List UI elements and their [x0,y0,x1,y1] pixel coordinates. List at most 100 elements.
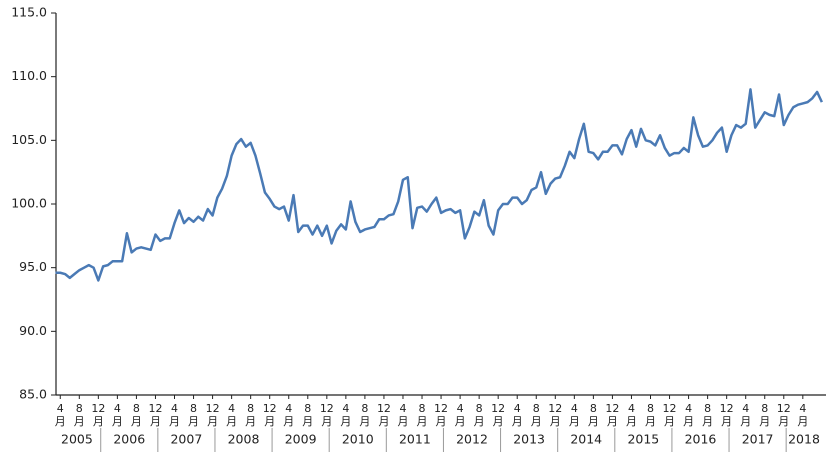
year-label: 2013 [513,432,545,447]
x-tick-label: 12 [548,402,562,415]
x-tick-label: 8 [247,402,254,415]
x-tick-unit: 月 [417,415,428,428]
year-label: 2005 [61,432,93,447]
y-tick-label: 110.0 [11,68,47,83]
x-tick-unit: 月 [55,415,66,428]
x-tick-label: 8 [304,402,311,415]
x-tick-unit: 月 [740,415,751,428]
x-tick-unit: 月 [702,415,713,428]
x-tick-unit: 月 [131,415,142,428]
x-tick-label: 8 [361,402,368,415]
x-tick-label: 8 [704,402,711,415]
x-tick-unit: 月 [436,415,447,428]
x-tick-unit: 月 [188,415,199,428]
x-tick-label: 8 [647,402,654,415]
x-tick-label: 8 [533,402,540,415]
x-tick-unit: 月 [588,415,599,428]
year-label: 2018 [788,432,820,447]
year-label: 2010 [342,432,374,447]
y-tick-label: 90.0 [19,323,47,338]
x-tick-label: 4 [628,402,635,415]
x-tick-unit: 月 [455,415,466,428]
x-tick-unit: 月 [245,415,256,428]
y-tick-label: 100.0 [11,196,47,211]
x-tick-label: 12 [434,402,448,415]
x-tick-unit: 月 [550,415,561,428]
x-tick-unit: 月 [74,415,85,428]
x-tick-unit: 月 [169,415,180,428]
x-tick-unit: 月 [226,415,237,428]
x-tick-label: 4 [228,402,235,415]
x-tick-unit: 月 [607,415,618,428]
x-tick-label: 12 [206,402,220,415]
year-label: 2011 [399,432,431,447]
x-tick-label: 4 [799,402,806,415]
x-tick-unit: 月 [93,415,104,428]
y-tick-label: 105.0 [11,132,47,147]
x-tick-unit: 月 [512,415,523,428]
year-label: 2009 [285,432,317,447]
x-tick-unit: 月 [683,415,694,428]
x-tick-label: 12 [263,402,277,415]
x-tick-label: 12 [777,402,791,415]
x-tick-unit: 月 [150,415,161,428]
x-tick-label: 12 [320,402,334,415]
year-label: 2007 [170,432,202,447]
y-tick-label: 85.0 [19,387,47,402]
x-tick-label: 4 [57,402,64,415]
x-tick-unit: 月 [378,415,389,428]
x-tick-unit: 月 [721,415,732,428]
x-tick-unit: 月 [302,415,313,428]
x-tick-unit: 月 [493,415,504,428]
x-tick-unit: 月 [397,415,408,428]
year-label: 2006 [113,432,145,447]
x-tick-unit: 月 [664,415,675,428]
y-tick-label: 95.0 [19,259,47,274]
x-tick-unit: 月 [569,415,580,428]
x-tick-label: 4 [514,402,521,415]
year-label: 2012 [456,432,488,447]
x-tick-unit: 月 [531,415,542,428]
x-tick-unit: 月 [264,415,275,428]
x-tick-unit: 月 [283,415,294,428]
year-label: 2015 [627,432,659,447]
x-tick-label: 4 [285,402,292,415]
x-tick-label: 4 [742,402,749,415]
year-label: 2017 [742,432,774,447]
x-tick-label: 8 [419,402,426,415]
x-tick-label: 12 [663,402,677,415]
x-tick-label: 12 [491,402,505,415]
x-tick-label: 8 [476,402,483,415]
x-tick-unit: 月 [797,415,808,428]
x-tick-label: 4 [457,402,464,415]
x-tick-label: 12 [148,402,162,415]
x-tick-unit: 月 [112,415,123,428]
x-tick-label: 12 [91,402,105,415]
x-tick-unit: 月 [645,415,656,428]
x-tick-label: 12 [377,402,391,415]
x-tick-label: 8 [76,402,83,415]
x-tick-label: 8 [190,402,197,415]
x-tick-label: 4 [171,402,178,415]
x-tick-unit: 月 [359,415,370,428]
x-tick-unit: 月 [321,415,332,428]
x-tick-unit: 月 [778,415,789,428]
x-tick-label: 4 [685,402,692,415]
x-tick-unit: 月 [340,415,351,428]
x-tick-unit: 月 [207,415,218,428]
x-tick-label: 4 [342,402,349,415]
y-tick-label: 115.0 [11,5,47,20]
data-line [55,88,823,282]
x-tick-label: 8 [761,402,768,415]
year-label: 2016 [685,432,717,447]
x-tick-label: 4 [571,402,578,415]
x-tick-unit: 月 [474,415,485,428]
x-tick-unit: 月 [759,415,770,428]
year-label: 2014 [570,432,602,447]
year-label: 2008 [228,432,260,447]
x-tick-label: 4 [114,402,121,415]
x-tick-label: 4 [399,402,406,415]
x-tick-label: 8 [590,402,597,415]
x-tick-label: 12 [605,402,619,415]
